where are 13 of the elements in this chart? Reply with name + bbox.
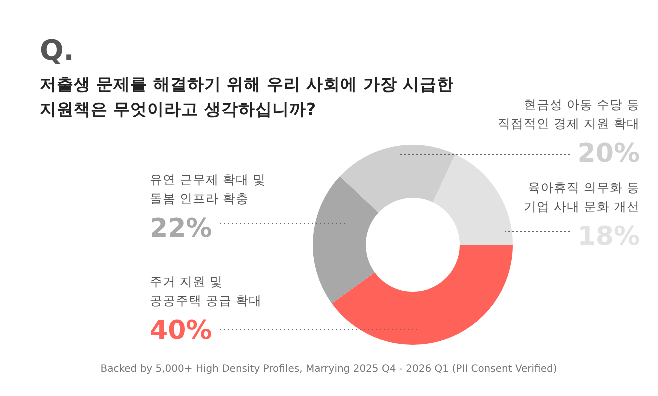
donut-slice (340, 145, 456, 213)
slice-label: 주거 지원 및 공공주택 공급 확대 (150, 274, 262, 308)
text: Q. (40, 34, 74, 67)
data-label: 22% (150, 214, 212, 244)
text: Backed by 5,000+ High Density Profiles, Marrying 2025 Q4 - 2026 Q1 (PII Consent Verified) (100, 364, 558, 375)
chart-title: 저출생 문제를 해결하기 위해 우리 사회에 가장 시급한 지원책은 무엇이라고 생각하십니까? (40, 75, 454, 119)
donut-slice (433, 154, 513, 245)
donut-slice (332, 245, 513, 345)
data-label: 40% (150, 316, 212, 346)
slice-label: 유연 근무제 확대 및 돌봄 인프라 확충 (150, 172, 266, 206)
slice-label: 현금성 아동 수당 등 직접적인 경제 지원 확대 (498, 97, 640, 131)
donut-slice (313, 176, 379, 304)
slice-label: 육아휴직 의무화 등 기업 사내 문화 개선 (524, 180, 640, 214)
